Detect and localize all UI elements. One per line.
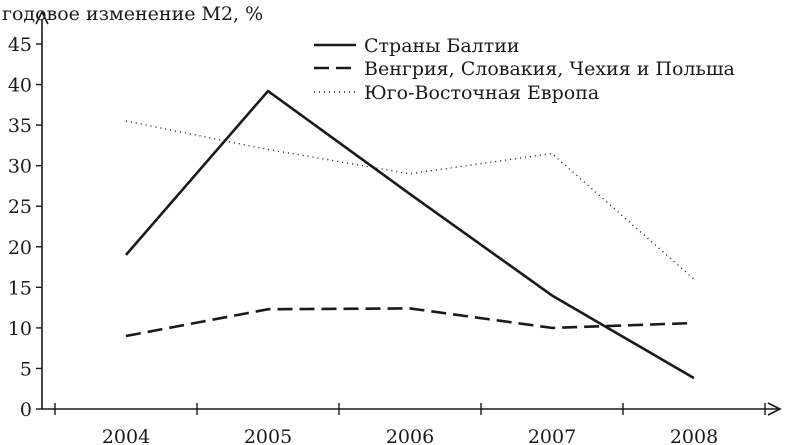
x-axis-arrow <box>767 402 782 416</box>
x-tick-label: 2005 <box>244 426 292 445</box>
series-line-2 <box>125 120 695 280</box>
y-tick-label: 15 <box>8 277 32 299</box>
x-tick-label: 2007 <box>528 426 576 445</box>
series-line-1 <box>125 307 695 338</box>
legend-item-0: Страны Балтии <box>314 35 520 57</box>
legend-label-0: Страны Балтии <box>364 35 520 57</box>
x-tick-label: 2006 <box>386 426 434 445</box>
series-line-0 <box>125 89 695 380</box>
y-tick-label: 10 <box>8 318 32 340</box>
y-tick-label: 35 <box>8 115 32 137</box>
legend-item-2: Юго-Восточная Европа <box>314 82 599 104</box>
legend-label-2: Юго-Восточная Европа <box>364 82 599 104</box>
legend: Страны Балтии Венгрия, Словакия, Чехия и… <box>314 35 735 104</box>
legend-item-1: Венгрия, Словакия, Чехия и Польша <box>314 58 735 80</box>
series-layer <box>125 89 695 380</box>
x-tick-label: 2004 <box>102 426 150 445</box>
y-tick-label: 0 <box>20 399 32 421</box>
y-tick-label: 30 <box>8 156 32 178</box>
y-tick-label: 25 <box>8 196 32 218</box>
y-ticks: 0 5 10 15 20 25 30 35 40 45 <box>8 34 42 421</box>
y-axis-title: годовое изменение М2, % <box>2 3 263 25</box>
legend-label-1: Венгрия, Словакия, Чехия и Польша <box>364 58 735 80</box>
x-ticks: 2004 2005 2006 2007 2008 <box>54 403 766 445</box>
y-axis-arrow <box>35 10 49 25</box>
y-tick-label: 45 <box>8 34 32 56</box>
y-tick-label: 20 <box>8 237 32 259</box>
y-tick-label: 40 <box>8 75 32 97</box>
x-tick-label: 2008 <box>670 426 718 445</box>
y-tick-label: 5 <box>20 358 32 380</box>
